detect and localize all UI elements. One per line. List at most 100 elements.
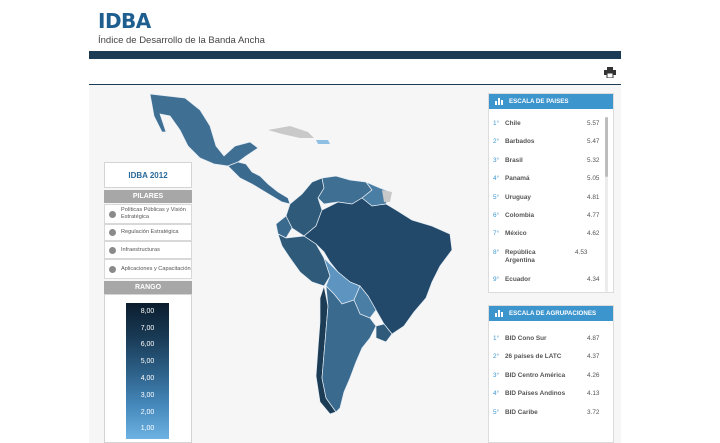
country-row[interactable]: 1° Chile 5.57: [489, 120, 613, 138]
rank-number: 1°: [493, 120, 500, 127]
rank-number: 3°: [493, 156, 500, 164]
country-name: Barbados: [505, 138, 535, 146]
app-header: IDBA Índice de Desarrollo de la Banda An…: [98, 9, 265, 46]
group-name: BID Caribe: [505, 408, 538, 416]
range-value: 2,00: [140, 408, 155, 416]
pillar-regulacion[interactable]: Regulación Estratégica: [104, 224, 192, 241]
rank-number: 5°: [493, 193, 500, 201]
country-score: 5.47: [587, 138, 600, 146]
pillar-infraestructuras[interactable]: Infraestructuras: [104, 241, 192, 259]
group-ranking-panel: ESCALA DE AGRUPACIONES 1° BID Cono Sur 4.8…: [488, 305, 614, 443]
map-central-america[interactable]: [227, 161, 291, 205]
group-score: 3.72: [587, 408, 600, 416]
pillar-aplicaciones[interactable]: Aplicaciones y Capacitación: [104, 259, 192, 279]
rank-number: 1°: [493, 335, 500, 342]
app-subtitle: Índice de Desarrollo de la Banda Ancha: [98, 35, 265, 46]
pillars-header: PILARES: [104, 190, 192, 203]
country-name: Colombia: [505, 211, 535, 219]
range-value: 1,00: [140, 425, 155, 433]
applications-icon: [109, 265, 116, 273]
pillar-label: Infraestructuras: [121, 246, 160, 253]
country-name: Chile: [505, 120, 521, 127]
printer-icon[interactable]: [604, 67, 616, 78]
policy-icon: [109, 210, 116, 218]
rank-number: 3°: [493, 371, 500, 379]
regulation-icon: [109, 229, 116, 236]
country-score: 4.77: [587, 211, 600, 219]
range-value: 5,00: [140, 358, 155, 366]
group-score: 4.26: [587, 371, 600, 379]
country-row[interactable]: 7° México 4.62: [489, 230, 613, 248]
group-row[interactable]: 1° BID Cono Sur 4.87: [489, 335, 613, 353]
building-icon: [495, 310, 503, 317]
range-header: RANGO: [104, 281, 192, 294]
group-ranking-header: ESCALA DE AGRUPACIONES: [489, 306, 613, 321]
country-score: 4.53: [575, 248, 588, 256]
map-french-guiana[interactable]: [382, 190, 392, 202]
range-value: 8,00: [140, 307, 155, 315]
country-row[interactable]: 8° República Argentina 4.53: [489, 249, 613, 276]
country-name: Brasil: [505, 156, 523, 164]
rank-number: 4°: [493, 175, 500, 183]
country-row[interactable]: 2° Barbados 5.47: [489, 138, 613, 156]
country-row[interactable]: 5° Uruguay 4.81: [489, 194, 613, 212]
country-name: Uruguay: [505, 193, 531, 201]
group-row[interactable]: 5° BID Caribe 3.72: [489, 409, 613, 427]
country-name: República Argentina: [505, 248, 536, 264]
country-scrollbar[interactable]: [605, 117, 608, 177]
rank-number: 8°: [493, 248, 500, 256]
country-name: México: [505, 230, 527, 238]
map-brazil[interactable]: [303, 197, 453, 335]
rank-number: 2°: [493, 138, 500, 146]
rank-number: 4°: [493, 390, 500, 398]
range-value: 4,00: [140, 375, 155, 383]
country-score: 4.81: [587, 193, 600, 201]
building-icon: [495, 98, 503, 105]
range-value: 7,00: [140, 324, 155, 332]
group-score: 4.87: [587, 335, 600, 342]
country-score: 5.57: [587, 120, 600, 127]
rank-number: 5°: [493, 408, 500, 416]
group-row[interactable]: 4° BID Países Andinos 4.13: [489, 390, 613, 408]
range-color-scale: 8,00 7,00 6,00 5,00 4,00 3,00 2,00 1,00: [126, 303, 169, 439]
country-name: Ecuador: [505, 275, 531, 283]
country-score: 4.34: [587, 275, 600, 283]
map-caribbean[interactable]: [316, 140, 330, 144]
map-uruguay[interactable]: [375, 323, 393, 343]
rank-number: 2°: [493, 353, 500, 361]
map-argentina[interactable]: [321, 285, 377, 413]
pillar-label: Aplicaciones y Capacitación: [121, 265, 191, 272]
country-ranking-panel: ESCALA DE PAISES 1° Chile 5.57 2° Barbados 5…: [488, 93, 614, 293]
app-logo: IDBA: [98, 9, 151, 33]
group-name: BID Países Andinos: [505, 390, 566, 398]
country-row[interactable]: 6° Colombia 4.77: [489, 212, 613, 230]
group-row[interactable]: 2° 26 países de LATC 4.37: [489, 353, 613, 371]
country-ranking-header: ESCALA DE PAISES: [489, 94, 613, 109]
map-cuba[interactable]: [268, 126, 314, 138]
index-year-title[interactable]: IDBA 2012: [104, 162, 192, 188]
country-row[interactable]: 4° Panamá 5.05: [489, 175, 613, 193]
range-value: 6,00: [140, 341, 155, 349]
pillar-label: Políticas Públicas y Visión Estratégica: [121, 207, 186, 220]
latin-america-map: [149, 93, 453, 415]
group-score: 4.37: [587, 353, 600, 361]
map-peru[interactable]: [277, 233, 331, 287]
group-row[interactable]: 3° BID Centro América 4.26: [489, 372, 613, 390]
group-name: BID Cono Sur: [505, 335, 547, 342]
pillar-politicas[interactable]: Políticas Públicas y Visión Estratégica: [104, 204, 192, 224]
infrastructure-icon: [109, 246, 116, 254]
pillar-label: Regulación Estratégica: [121, 229, 179, 235]
country-row[interactable]: 3° Brasil 5.32: [489, 157, 613, 175]
rank-number: 6°: [493, 211, 500, 219]
group-name: 26 países de LATC: [505, 353, 562, 361]
country-score: 5.32: [587, 156, 600, 164]
divider: [89, 84, 621, 85]
country-row[interactable]: 9° Ecuador 4.34: [489, 276, 613, 290]
country-scroll-track[interactable]: [605, 117, 608, 292]
group-score: 4.13: [587, 390, 600, 398]
rank-number: 7°: [493, 230, 500, 238]
country-name: Panamá: [505, 175, 530, 183]
country-ranking-title: ESCALA DE PAISES: [509, 98, 569, 105]
country-score: 4.62: [587, 230, 600, 238]
map-mexico[interactable]: [149, 93, 259, 167]
